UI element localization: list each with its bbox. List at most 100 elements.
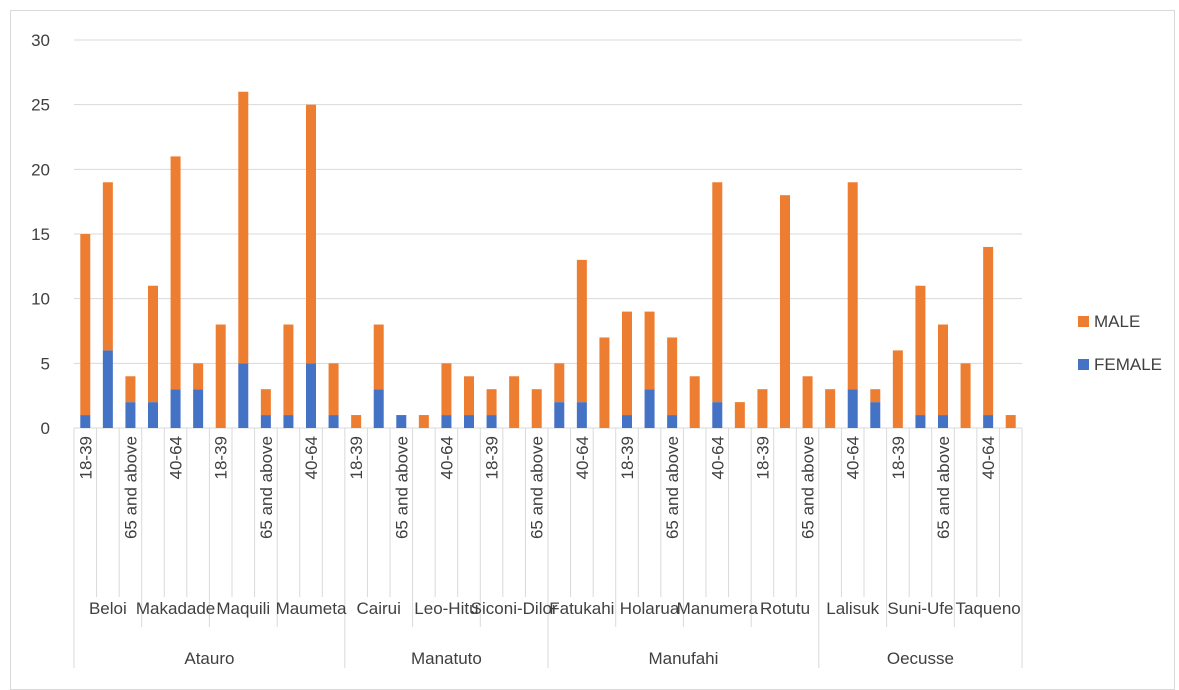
x-tick-label: 40-64 (979, 436, 998, 479)
legend-label-female: FEMALE (1094, 354, 1163, 374)
region-label: Oecusse (887, 649, 954, 668)
bar-male (215, 324, 226, 428)
bar-male (960, 363, 971, 428)
bar-female (260, 415, 271, 428)
bar-female (667, 415, 678, 428)
bar-male (554, 363, 565, 403)
bar-male (622, 311, 632, 416)
site-label: Manumera (677, 599, 759, 618)
bar-male (260, 389, 271, 416)
site-label: Lalisuk (826, 599, 879, 618)
bar-female (148, 402, 158, 428)
bar-female (283, 415, 294, 428)
bar-female (712, 402, 723, 428)
bar-male (938, 324, 948, 416)
bar-male (102, 182, 113, 351)
bar-female (644, 389, 655, 428)
y-tick-label: 10 (31, 290, 50, 309)
bar-male (328, 363, 339, 416)
bar-female (622, 415, 632, 428)
bar-male (306, 104, 316, 364)
y-axis-ticks: 0 5 10 15 20 25 30 (31, 31, 50, 438)
bar-male (892, 350, 903, 428)
site-label: Suni-Ufe (887, 599, 953, 618)
bar-female (238, 363, 249, 428)
bar-male (825, 389, 836, 428)
legend-item-male: MALE (1078, 308, 1162, 335)
bar-male (531, 389, 542, 428)
x-tick-label: 18-39 (483, 436, 502, 479)
bar-female (870, 402, 881, 428)
bar-female (328, 415, 339, 428)
bar-male (870, 389, 881, 403)
bar-male (125, 376, 136, 403)
x-tick-label: 65 and above (934, 436, 953, 539)
bar-female (441, 415, 452, 428)
bar-female (125, 402, 136, 428)
x-tick-label: 65 and above (799, 436, 818, 539)
bar-male (193, 363, 204, 390)
bar-male (712, 182, 723, 403)
bar-female (396, 415, 407, 428)
site-label: Rotutu (760, 599, 810, 618)
bar-male (238, 91, 249, 364)
x-tick-label: 18-39 (76, 436, 95, 479)
bar-male (373, 324, 384, 390)
bar-male (689, 376, 700, 428)
region-label: Atauro (184, 649, 234, 668)
bar-male (599, 337, 610, 428)
site-label: Maquili (216, 599, 270, 618)
y-tick-label: 5 (41, 354, 50, 373)
x-tick-label: 65 and above (121, 436, 140, 539)
site-label: Maumeta (276, 599, 347, 618)
bar-male (418, 415, 429, 428)
bar-male (441, 363, 452, 416)
x-tick-label: 40-64 (302, 436, 321, 479)
bar-male (734, 402, 745, 428)
site-label: Makadade (136, 599, 215, 618)
x-tick-label: 40-64 (437, 436, 456, 479)
site-label: Cairui (357, 599, 401, 618)
x-axis: 18-39 65 and above 40-64 18-39 65 and above 4… (73, 428, 1023, 668)
bar-male (486, 389, 497, 416)
site-label: Leo-Hitu (414, 599, 478, 618)
x-tick-label: 40-64 (844, 436, 863, 479)
x-tick-label: 65 and above (392, 436, 411, 539)
x-tick-label: 65 and above (663, 436, 682, 539)
bar-male (80, 234, 91, 416)
x-tick-label: 65 and above (257, 436, 276, 539)
legend: MALE FEMALE (1078, 308, 1162, 394)
site-label: Holarua (620, 599, 680, 618)
x-tick-label: 18-39 (889, 436, 908, 479)
bar-male (576, 259, 587, 403)
x-tick-label: 40-64 (573, 436, 592, 479)
y-tick-label: 20 (31, 160, 50, 179)
bar-female (170, 389, 181, 428)
bar-male (847, 182, 858, 390)
bar-male (983, 246, 994, 416)
bar-female (915, 415, 926, 428)
bar-female (983, 415, 994, 428)
bar-female (576, 402, 587, 428)
bar-female (102, 350, 113, 428)
site-label: Fatukahi (549, 599, 614, 618)
bar-male (283, 324, 294, 416)
legend-item-female: FEMALE (1078, 351, 1162, 378)
bar-male (509, 376, 520, 428)
legend-swatch-female (1078, 359, 1089, 370)
bar-male (802, 376, 813, 428)
bar-female (486, 415, 497, 428)
x-tick-label: 18-39 (618, 436, 637, 479)
bar-female (938, 415, 948, 428)
bar-male (644, 311, 655, 390)
bar-female (373, 389, 384, 428)
y-tick-label: 0 (41, 419, 50, 438)
bar-male (780, 195, 790, 428)
site-label: Taqueno (956, 599, 1021, 618)
bar-female (306, 363, 316, 428)
x-tick-label: 65 and above (528, 436, 547, 539)
bar-male (1005, 415, 1016, 428)
site-label: Beloi (89, 599, 127, 618)
legend-swatch-male (1078, 316, 1089, 327)
